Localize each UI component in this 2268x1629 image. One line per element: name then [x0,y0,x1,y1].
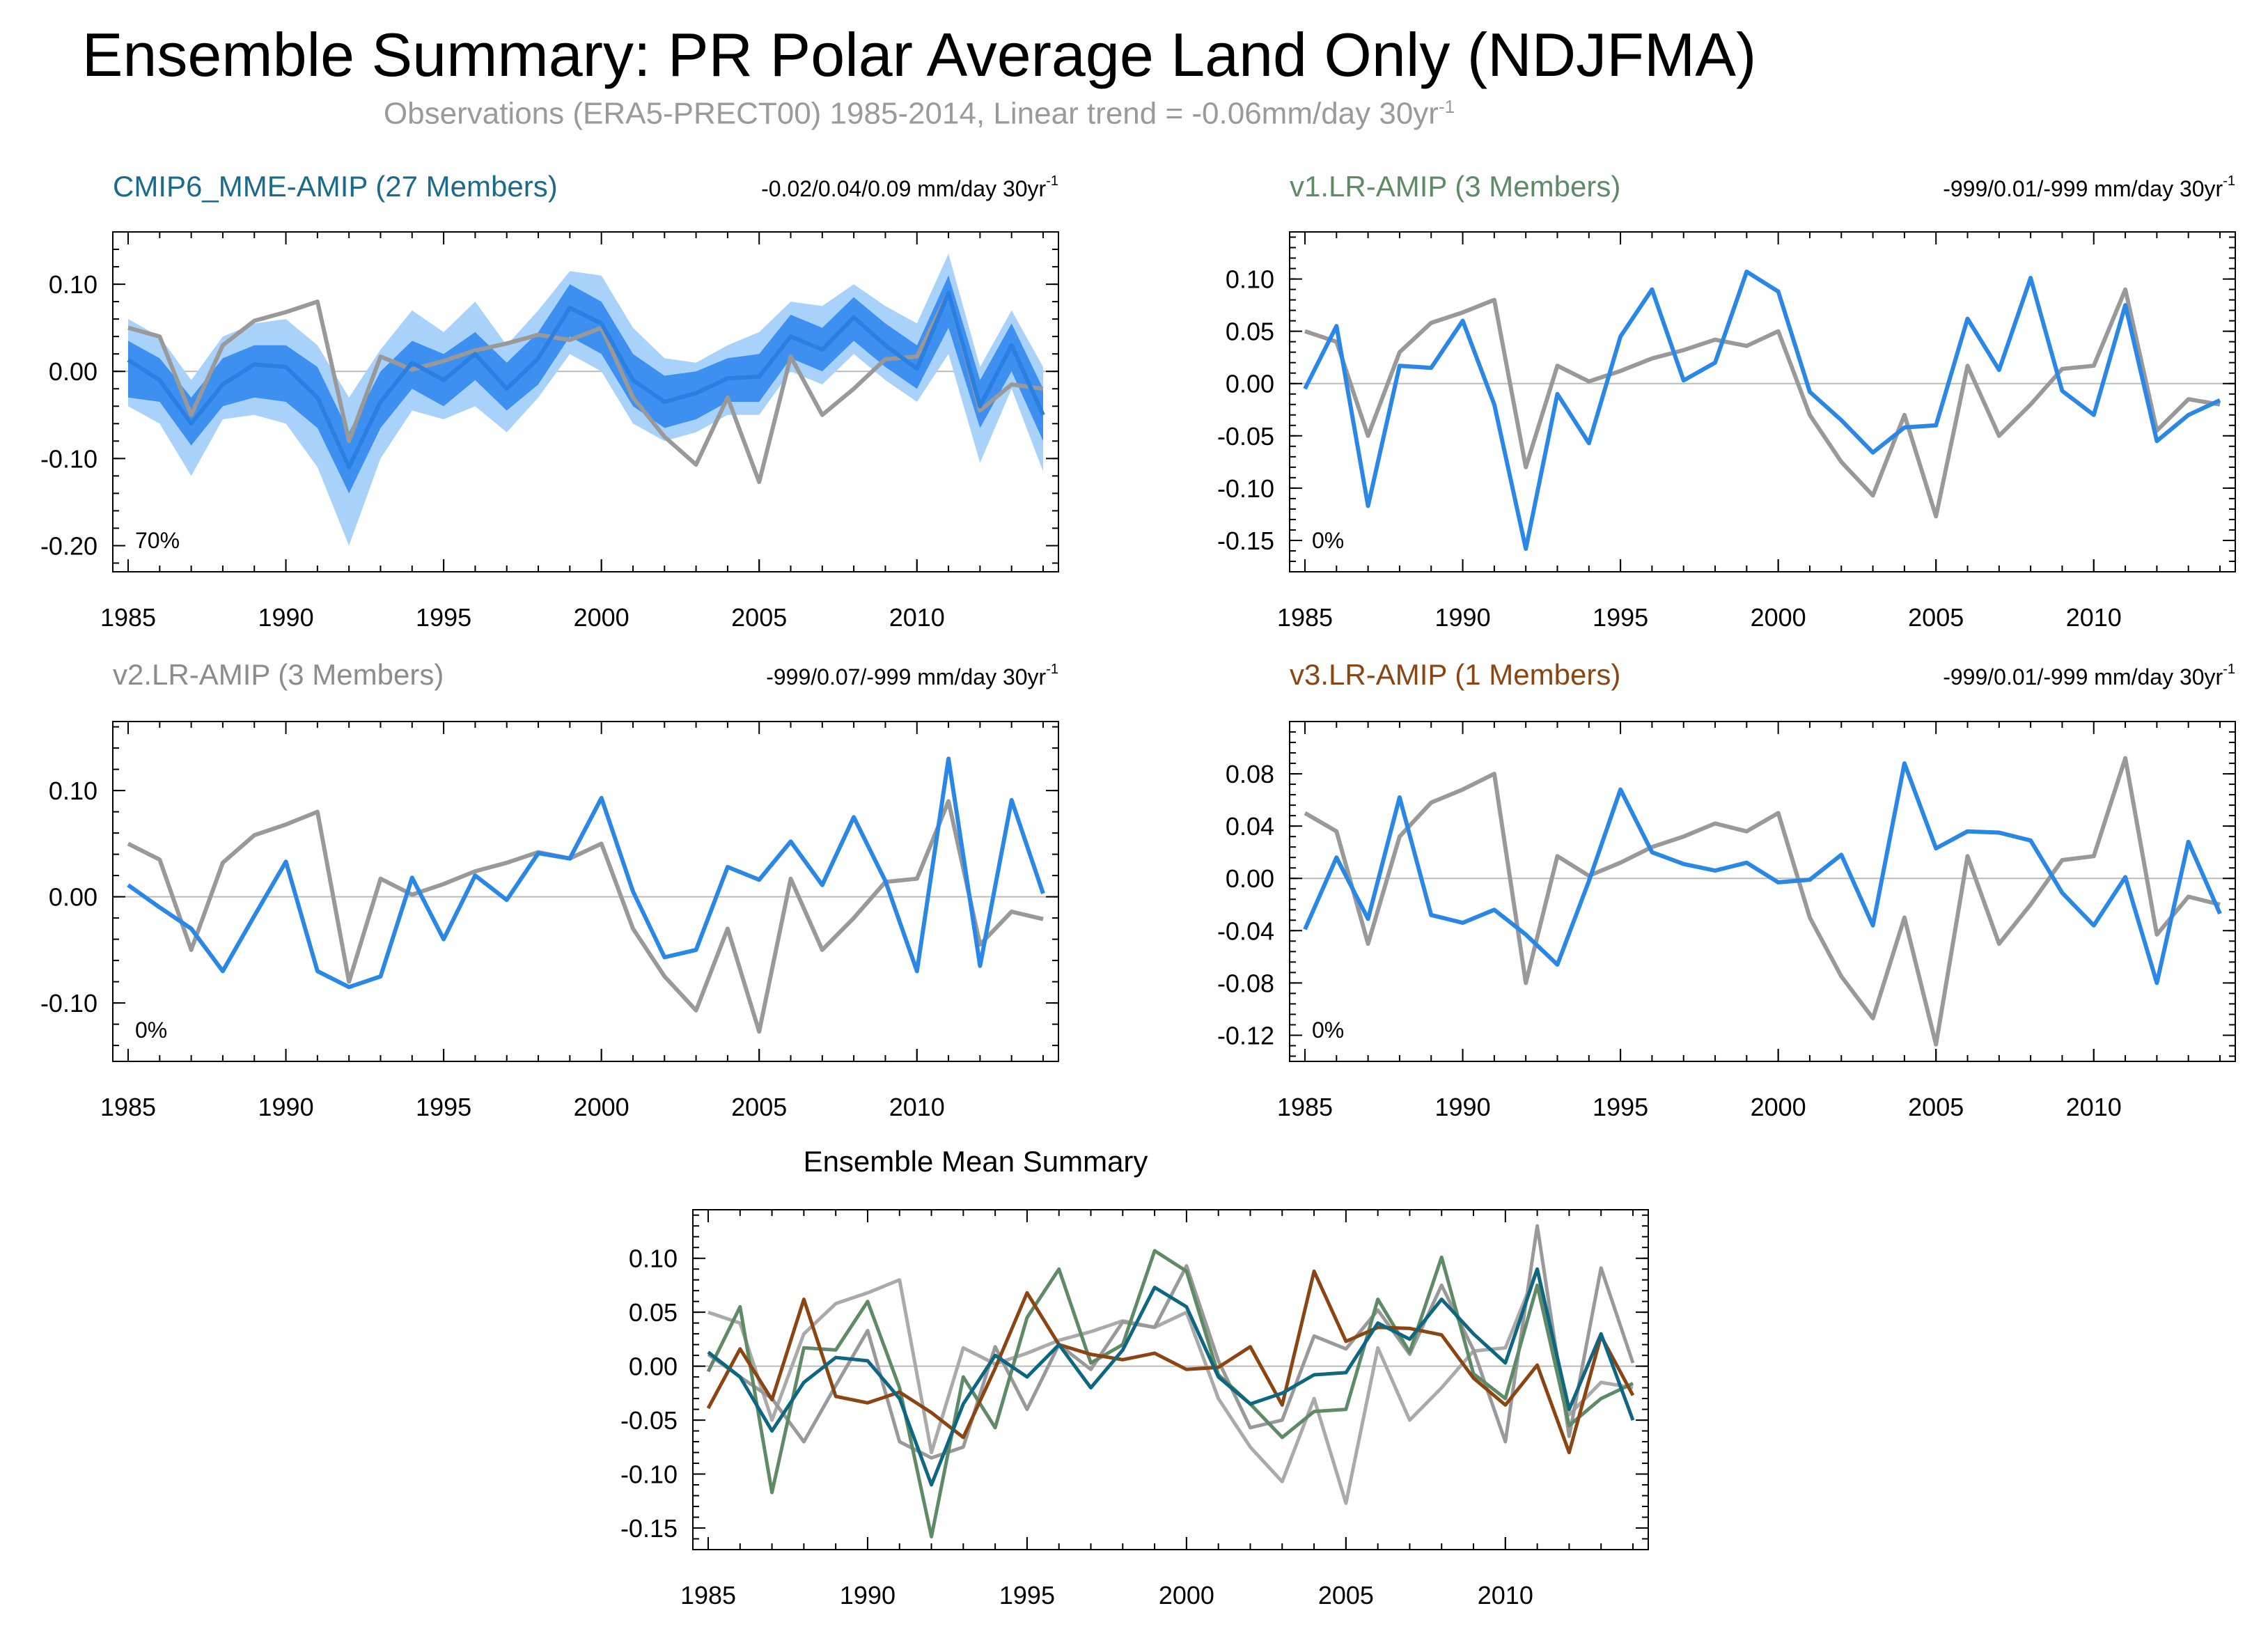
y-tick-label: 0.05 [629,1298,678,1327]
y-tick-label: -0.04 [1217,917,1274,945]
y-tick-label: -0.15 [1217,527,1274,555]
x-tick-label: 2010 [2066,1093,2122,1121]
model-line [127,756,1045,990]
x-tick-label: 1995 [1593,1093,1648,1121]
x-tick-label: 2010 [2066,603,2122,632]
trend-label: -999/0.01/-999 mm/day 30yr-1 [1943,662,2235,689]
plot-frame [1289,721,2236,1062]
plot-frame [112,231,1059,572]
y-tick-label: 0.08 [1226,760,1274,788]
observations-line [127,290,1044,485]
panel-v3: 1985 1990 1995 2000 2005 2010 0.08 0.04 0.00 -0.0… [1217,658,2236,1121]
y-tick-label: -0.05 [1217,422,1274,451]
x-tick-label: 2000 [1751,1093,1806,1121]
x-tick-label: 2010 [1478,1581,1533,1609]
panel-title: Ensemble Mean Summary [804,1145,1148,1178]
trend-label: -0.02/0.04/0.09 mm/day 30yr-1 [761,173,1058,201]
x-tick-label: 2010 [889,603,945,632]
x-tick-label: 1985 [100,603,156,632]
x-tick-label: 1995 [416,603,471,632]
y-tick-label: 0.10 [1226,265,1274,294]
x-tick-label: 1995 [1593,603,1648,632]
page-title: Ensemble Summary: PR Polar Average Land … [81,20,1757,89]
panel-v1: 1985 1990 1995 2000 2005 2010 0.10 0.05 0.00 -0.0… [1217,170,2236,632]
y-tick-label: -0.10 [1217,474,1274,503]
y-tick-label: 0.05 [1226,318,1274,346]
x-tick-label: 2005 [731,603,787,632]
subtitle-text: Observations (ERA5-PRECT00) 1985-2014, L… [383,96,1439,131]
panel-title: v3.LR-AMIP (1 Members) [1290,658,1620,691]
x-tick-label: 2000 [1159,1581,1214,1609]
series-line-v3 [706,1269,1635,1455]
x-tick-label: 2005 [1318,1581,1374,1609]
trend-label: -999/0.07/-999 mm/day 30yr-1 [766,662,1058,689]
x-tick-label: 2005 [1908,1093,1964,1121]
y-tick-label: 0.10 [629,1245,678,1273]
plot-frame [112,721,1059,1062]
percent-label: 0% [1312,1018,1344,1043]
y-tick-label: 0.00 [1226,370,1274,398]
x-tick-label: 2000 [1751,603,1806,632]
plot-frame [692,1209,1649,1550]
plot-frame [1289,231,2236,572]
x-tick-label: 2000 [574,603,629,632]
x-tick-label: 1990 [1435,1093,1491,1121]
panel-v2: 1985 1990 1995 2000 2005 2010 0.10 0.00 -0.10 v2.… [40,658,1059,1121]
x-tick-label: 2010 [889,1093,945,1121]
y-tick-label: 0.00 [629,1353,678,1381]
y-tick-label: -0.10 [620,1460,678,1489]
x-tick-label: 1990 [840,1581,896,1609]
x-tick-label: 1990 [1435,603,1491,632]
y-tick-label: 0.00 [1226,864,1274,893]
x-tick-label: 2005 [1908,603,1964,632]
y-tick-label: -0.15 [620,1514,678,1543]
observations-line [1304,287,2221,519]
panel-title: v1.LR-AMIP (3 Members) [1290,170,1620,203]
y-tick-label: 0.10 [49,777,97,805]
y-tick-label: -0.12 [1217,1021,1274,1050]
series-line-v1 [706,1249,1634,1538]
model-line [1303,761,2222,985]
y-tick-label: 0.10 [49,270,97,299]
percent-label: 70% [135,528,180,553]
ensemble-mean-line [127,290,1045,469]
y-tick-label: -0.05 [620,1406,678,1435]
percent-label: 0% [1312,528,1344,553]
panel-title: v2.LR-AMIP (3 Members) [113,658,444,691]
page-subtitle: Observations (ERA5-PRECT00) 1985-2014, L… [0,96,1838,132]
panel-title: CMIP6_MME-AMIP (27 Members) [113,170,558,203]
percent-label: 0% [135,1018,167,1043]
ensemble-inner-band [128,275,1043,494]
observations-line [127,799,1044,1034]
model-line [1303,270,2221,551]
x-tick-label: 1985 [100,1093,156,1121]
subtitle-superscript: -1 [1438,96,1455,117]
observations-line [707,1267,1634,1505]
y-tick-label: 0.04 [1226,812,1274,841]
y-tick-label: 0.00 [49,883,97,912]
x-tick-label: 1990 [258,1093,314,1121]
trend-label: -999/0.01/-999 mm/day 30yr-1 [1943,173,2235,201]
panel-summary: 1985 1990 1995 2000 2005 2010 0.10 0.05 0.00 -0.0… [620,1145,1649,1609]
x-tick-label: 1985 [1277,603,1333,632]
x-tick-label: 1985 [680,1581,736,1609]
x-tick-label: 1985 [1277,1093,1333,1121]
x-tick-label: 2000 [574,1093,629,1121]
x-tick-label: 1990 [258,603,314,632]
y-tick-label: -0.08 [1217,969,1274,997]
x-tick-label: 2005 [731,1093,787,1121]
y-tick-label: -0.10 [40,444,97,473]
x-tick-label: 1995 [999,1581,1055,1609]
y-tick-label: 0.00 [49,357,97,386]
y-tick-label: -0.10 [40,989,97,1018]
series-line-mme [707,1267,1635,1487]
y-tick-label: -0.20 [40,531,97,560]
panel-mme: 1985 1990 1995 2000 2005 2010 0.10 0.00 -0.10 -0.… [40,170,1059,632]
x-tick-label: 1995 [416,1093,471,1121]
observations-line [1304,756,2221,1047]
